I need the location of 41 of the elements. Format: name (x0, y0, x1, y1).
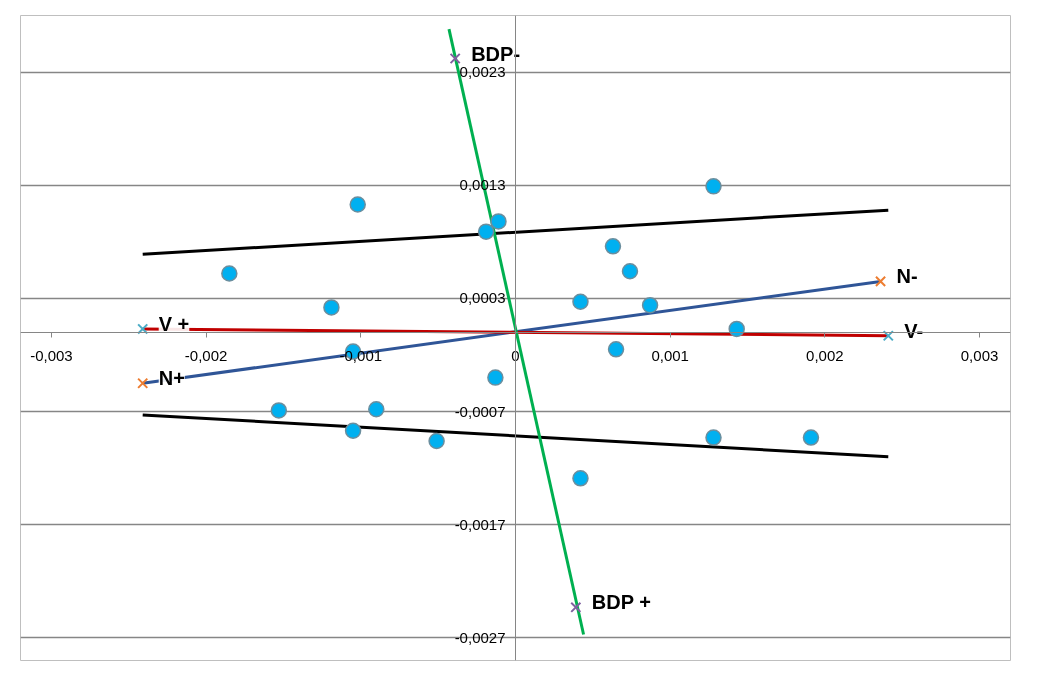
x-tick-label: -0,002 (184, 347, 228, 365)
point (349, 196, 366, 213)
y-tick-label: -0,0007 (454, 402, 506, 420)
annotation: N- (896, 265, 918, 288)
y-tick-label: 0,0003 (459, 289, 506, 307)
point (221, 265, 238, 282)
x-tick-label: 0,002 (806, 347, 844, 365)
point (572, 293, 589, 311)
annotation: BDP- (471, 42, 521, 65)
point (874, 275, 887, 288)
x-tick-label: 0,003 (960, 347, 999, 365)
y-tick-label: -0,0027 (454, 628, 506, 646)
point (572, 470, 589, 487)
point (705, 429, 722, 446)
point (487, 369, 504, 386)
point (428, 432, 445, 450)
point (607, 341, 625, 358)
point (270, 402, 288, 419)
y-tick-label: 0,0023 (459, 63, 506, 81)
point (137, 377, 149, 389)
point (604, 238, 622, 255)
point (344, 422, 362, 440)
point (490, 213, 507, 230)
point (802, 429, 820, 446)
x-tick-label: 0,001 (651, 347, 689, 365)
point (641, 296, 659, 314)
point (368, 401, 385, 418)
point (449, 52, 461, 65)
point (882, 330, 894, 342)
point (570, 601, 582, 613)
annotation: BDP + (591, 591, 651, 614)
point (705, 178, 722, 195)
point (137, 323, 149, 335)
annotation: N+ (158, 367, 185, 390)
y-tick-label: -0,0017 (454, 515, 506, 533)
point (621, 263, 639, 280)
x-tick-label: -0,003 (30, 347, 73, 365)
annotation: V + (158, 312, 190, 335)
point (323, 299, 340, 316)
point (728, 320, 745, 338)
point (477, 223, 495, 240)
